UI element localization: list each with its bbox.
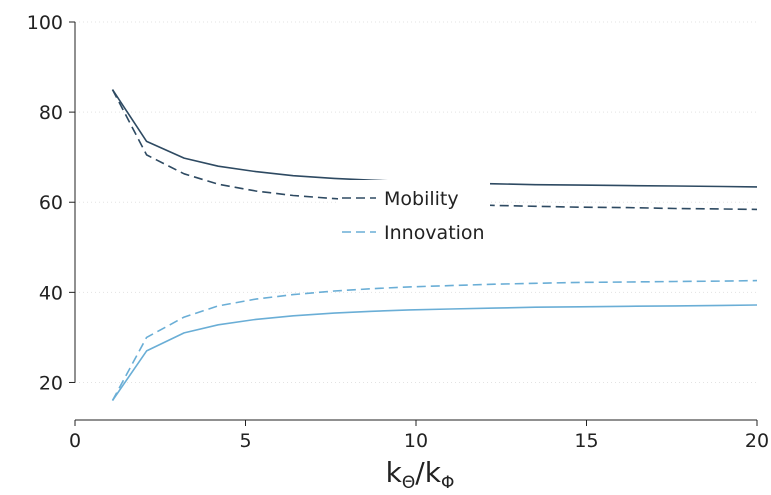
- legend-background: [338, 180, 490, 252]
- x-tick-label-10: 10: [404, 430, 428, 452]
- series-line-4: [111, 304, 758, 401]
- legend-label-1: Mobility: [384, 188, 459, 210]
- x-axis-label-sub-theta: Θ: [402, 473, 415, 493]
- series-line-3: [111, 279, 758, 401]
- legend: Mobility Innovation: [338, 180, 490, 252]
- y-tick-label-100: 100: [27, 12, 63, 34]
- x-tick-label-15: 15: [574, 430, 598, 452]
- x-axis-label-slash: /: [415, 456, 425, 489]
- y-tick-label-20: 20: [39, 372, 63, 394]
- legend-label-2: Innovation: [384, 222, 485, 244]
- x-tick-label-0: 0: [69, 430, 81, 452]
- tick-labels: 20 40 60 80 100 0 5 10 15 20: [27, 12, 769, 452]
- axes: [69, 21, 758, 426]
- x-tick-label-5: 5: [239, 430, 251, 452]
- x-axis-label-k2: k: [425, 456, 442, 489]
- x-axis-label: kΘ/kΦ: [386, 456, 455, 493]
- x-tick-label-20: 20: [745, 430, 769, 452]
- y-tick-label-80: 80: [39, 102, 63, 124]
- y-tick-label-60: 60: [39, 192, 63, 214]
- x-axis-label-sub-phi: Φ: [441, 473, 454, 493]
- series-line-1: [111, 89, 758, 188]
- y-tick-label-40: 40: [39, 282, 63, 304]
- x-axis-label-k1: k: [386, 456, 403, 489]
